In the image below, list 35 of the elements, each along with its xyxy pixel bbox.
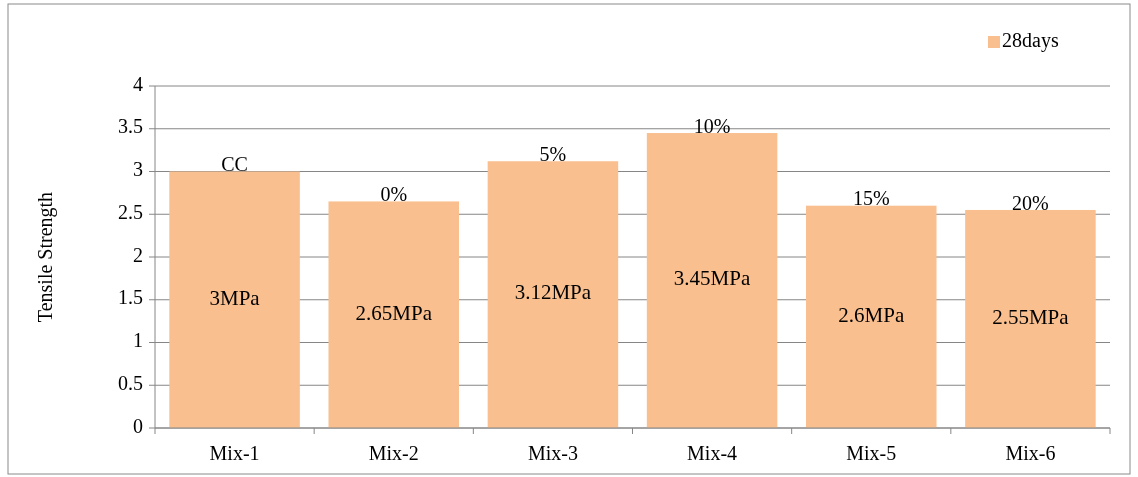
y-tick-label: 0.5 [118, 371, 143, 394]
x-tick-label: Mix-3 [527, 442, 578, 464]
y-tick-label: 4 [133, 72, 143, 95]
y-tick-label: 1.5 [118, 286, 143, 309]
data-label: 3.12MPa [514, 280, 592, 305]
data-label: 2.6MPa [838, 302, 905, 327]
y-tick-label: 3 [133, 158, 143, 181]
annotation: 0% [380, 183, 408, 206]
y-tick-label: 2 [133, 243, 143, 266]
legend-label: 28days [1002, 28, 1059, 52]
data-label: 2.55MPa [992, 304, 1070, 329]
bar [646, 133, 778, 428]
bar [965, 209, 1096, 428]
x-tick-label: Mix-1 [209, 442, 260, 464]
bar [805, 205, 937, 428]
annotation: 5% [539, 142, 567, 165]
annotation: 15% [852, 187, 890, 210]
x-tick-label: Mix-2 [368, 442, 419, 464]
bar [328, 201, 460, 428]
x-tick-label: Mix-4 [687, 442, 738, 464]
y-tick-label: 2.5 [118, 200, 143, 223]
x-tick-label: Mix-5 [846, 442, 897, 464]
y-axis-title: Tensile Strength [34, 191, 57, 323]
data-label: 3MPa [209, 285, 261, 310]
annotation: CC [221, 153, 248, 176]
data-label: 3.45MPa [673, 266, 751, 291]
data-label: 2.65MPa [355, 300, 433, 325]
y-tick-label: 0 [133, 414, 143, 437]
y-tick-label: 1 [133, 329, 143, 352]
bar [487, 161, 619, 428]
y-tick-label: 3.5 [118, 115, 143, 138]
annotation: 10% [693, 114, 731, 137]
bar [169, 171, 300, 428]
x-tick-label: Mix-6 [1005, 442, 1056, 464]
annotation: 20% [1012, 191, 1049, 214]
